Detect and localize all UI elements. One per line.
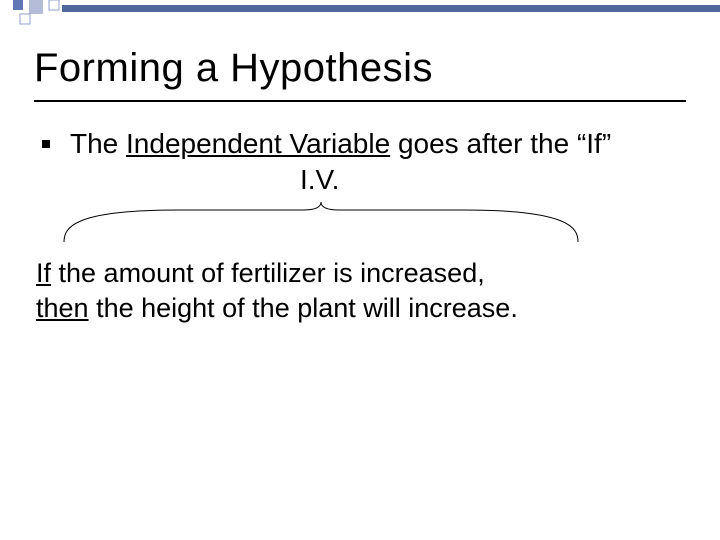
bullet-text-iv: Independent Variable	[126, 128, 390, 159]
brace-svg	[62, 200, 580, 246]
brace-path	[64, 202, 578, 242]
hypothesis-then: then	[36, 293, 89, 323]
slide-title: Forming a Hypothesis	[34, 46, 433, 91]
hypothesis-text: If the amount of fertilizer is increased…	[36, 256, 518, 326]
decoration-bar	[62, 5, 720, 12]
bullet-icon	[42, 140, 50, 148]
hypothesis-then-rest: the height of the plant will increase.	[89, 293, 518, 323]
hypothesis-if: If	[36, 258, 51, 288]
iv-abbreviation: I.V.	[300, 164, 339, 196]
slide-header-decoration	[0, 0, 720, 18]
bullet-text-post: goes after the “If”	[390, 128, 611, 159]
title-underline	[34, 100, 686, 102]
hypothesis-if-rest: the amount of fertilizer is increased,	[51, 258, 485, 288]
decoration-svg	[0, 0, 720, 26]
bullet-text: The Independent Variable goes after the …	[70, 128, 611, 160]
curly-brace	[62, 200, 580, 246]
bullet-text-pre: The	[70, 128, 126, 159]
